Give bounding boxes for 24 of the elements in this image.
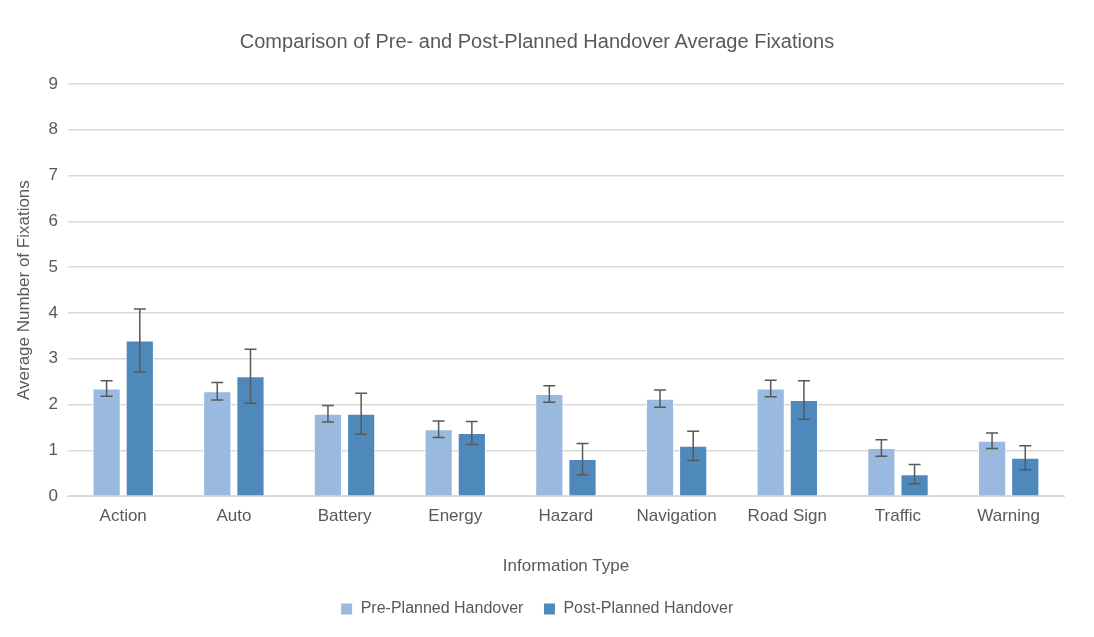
- x-axis-title: Information Type: [502, 556, 630, 576]
- y-tick-label: 4: [48, 302, 58, 322]
- y-tick-label: 6: [48, 211, 58, 231]
- x-tick-label: Energy: [428, 506, 483, 526]
- x-tick-label: Navigation: [636, 506, 717, 526]
- x-tick-label: Hazard: [538, 506, 594, 526]
- y-tick-label: 3: [48, 348, 58, 368]
- y-tick-label: 8: [48, 119, 58, 139]
- x-tick-label: Road Sign: [747, 506, 827, 526]
- y-tick-label: 2: [48, 394, 58, 414]
- chart-title: Comparison of Pre- and Post-Planned Handover Average Fixations: [239, 29, 835, 52]
- y-tick-label: 9: [48, 73, 58, 93]
- y-tick-label: 7: [48, 165, 58, 185]
- y-axis-title: Average Number of Fixations: [13, 180, 33, 401]
- y-tick-label: 5: [48, 256, 58, 276]
- y-tick-label: 0: [48, 485, 58, 505]
- x-tick-label: Warning: [977, 506, 1040, 526]
- x-tick-label: Action: [99, 506, 147, 526]
- x-tick-label: Traffic: [874, 506, 922, 526]
- x-tick-label: Auto: [216, 506, 252, 526]
- y-tick-label: 1: [48, 440, 58, 460]
- legend-label: Post-Planned Handover: [563, 599, 734, 617]
- legend-label: Pre-Planned Handover: [360, 599, 525, 617]
- x-tick-label: Battery: [317, 506, 372, 526]
